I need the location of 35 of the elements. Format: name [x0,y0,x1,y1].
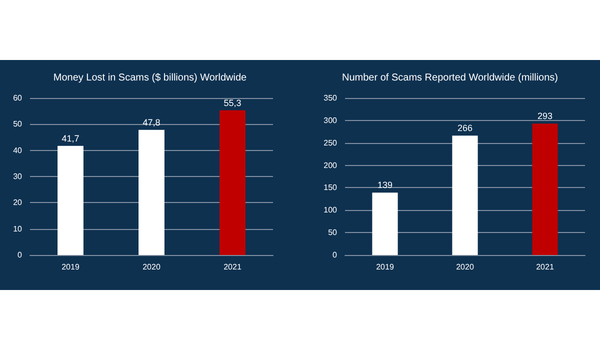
y-tick-label: 250 [324,138,338,148]
y-tick-label: 0 [18,250,23,260]
y-tick-label: 10 [13,224,23,234]
x-tick-label: 2019 [62,262,80,272]
y-tick-label: 100 [324,206,338,215]
x-tick-label: 2019 [376,262,394,272]
y-tick-label: 40 [13,146,23,155]
y-tick-label: 150 [324,183,338,192]
y-tick-label: 50 [13,120,23,129]
data-label: 293 [537,111,553,122]
data-label: 139 [377,180,393,190]
x-tick-label: 2020 [142,262,161,272]
y-tick-label: 350 [324,94,338,102]
y-tick-label: 50 [328,228,338,238]
x-tick-label: 2021 [536,262,554,272]
data-label: 41,7 [62,133,80,144]
bar [220,110,246,255]
x-tick-label: 2020 [456,262,474,272]
data-label: 47,8 [142,117,160,128]
bar [58,146,84,255]
x-tick-label: 2021 [224,262,242,272]
y-tick-label: 20 [13,198,23,208]
y-tick-label: 300 [324,116,338,125]
chart-title: Number of Scams Reported Worldwide (millions) [342,72,558,84]
data-label: 266 [457,123,473,134]
data-label: 55,3 [224,98,242,108]
bar [452,136,478,255]
y-tick-label: 60 [13,94,23,102]
bar [532,124,558,255]
y-tick-label: 0 [332,250,338,260]
bar [372,192,398,255]
bar [138,130,164,255]
chart-title: Money Lost in Scams ($ billions) Worldwide [53,72,248,84]
y-tick-label: 30 [13,172,23,181]
y-tick-label: 200 [324,160,338,170]
